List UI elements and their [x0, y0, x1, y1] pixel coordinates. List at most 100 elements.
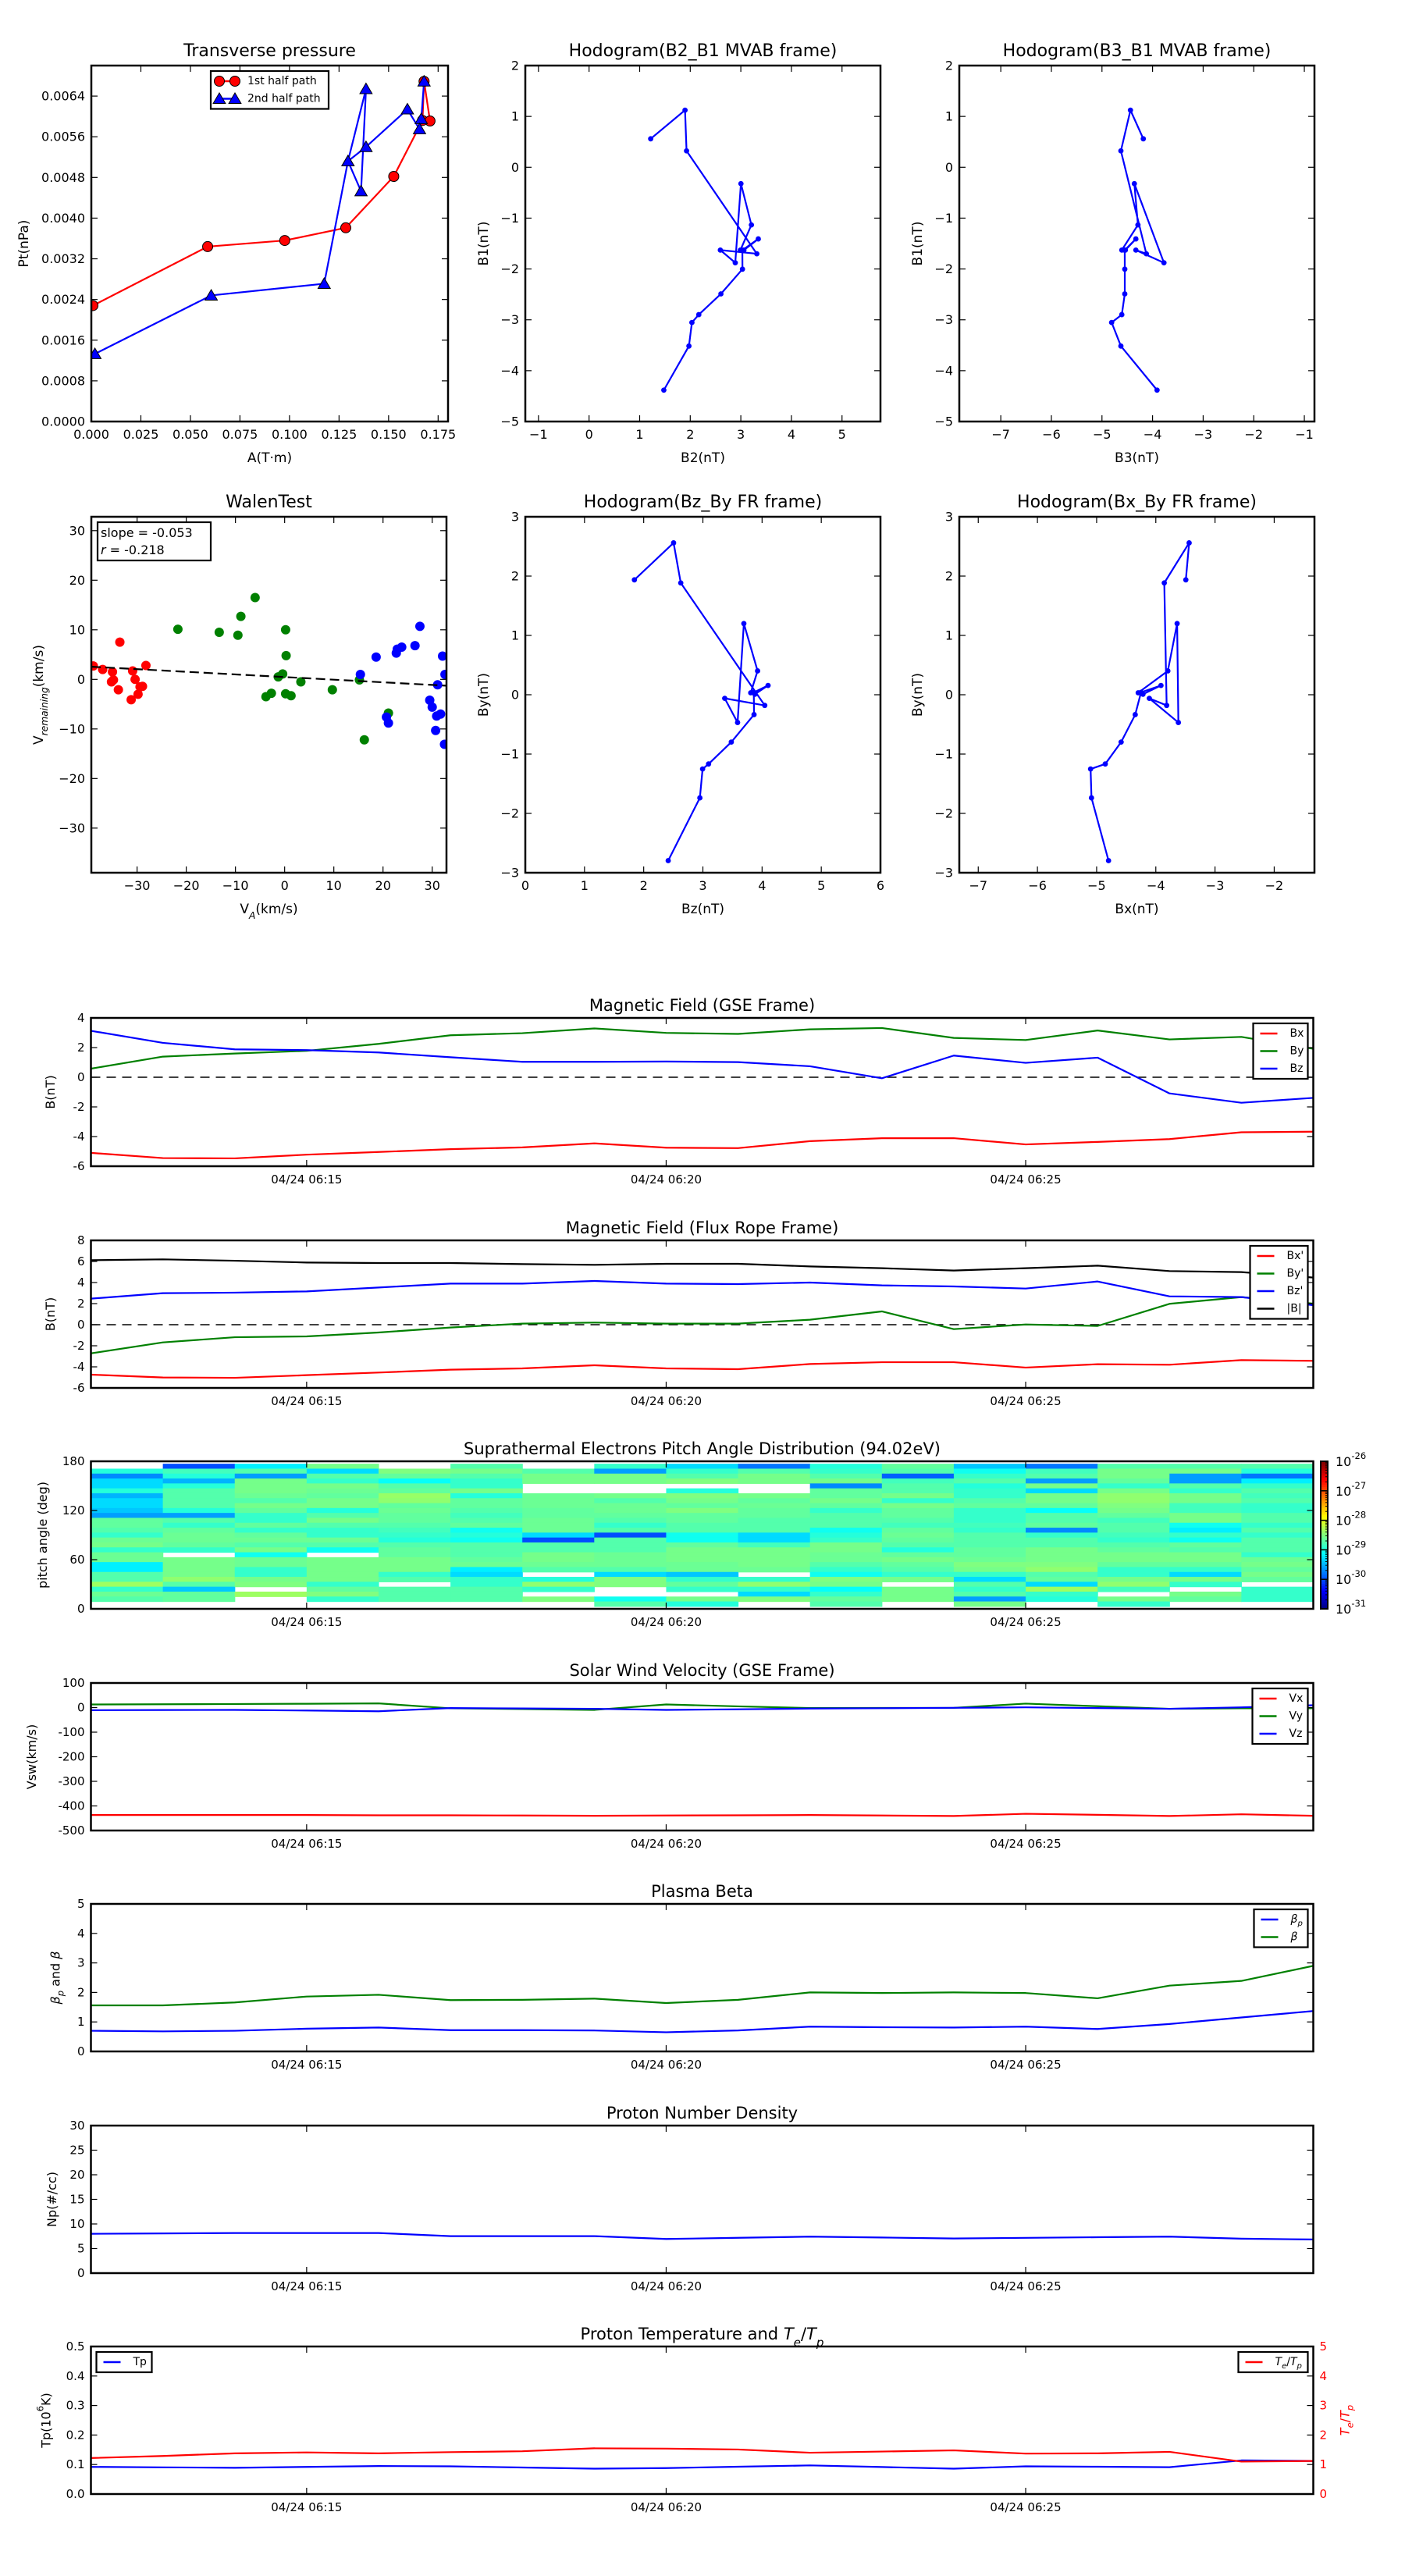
heatmap-cell	[306, 1488, 379, 1494]
heatmap-cell	[162, 1562, 236, 1568]
y-tick-label: 0	[77, 1318, 85, 1332]
data-point	[286, 691, 296, 701]
heatmap-cell	[91, 1522, 164, 1528]
y2-tick-label: 3	[1320, 2399, 1328, 2413]
plot-area	[1108, 107, 1167, 393]
heatmap-cell	[809, 1513, 883, 1519]
heatmap-cell	[1169, 1537, 1242, 1543]
data-point	[756, 236, 761, 242]
heatmap-cell	[234, 1532, 308, 1539]
heatmap-cell	[522, 1503, 595, 1509]
heatmap-cell	[1241, 1547, 1314, 1553]
heatmap-cell	[809, 1532, 883, 1539]
heatmap-cell	[594, 1557, 667, 1563]
heatmap-cell	[1097, 1488, 1170, 1494]
y-tick-label: −2	[934, 806, 953, 821]
y-tick-label: −4	[500, 363, 519, 378]
heatmap-cell	[1241, 1537, 1314, 1543]
data-point	[432, 680, 443, 690]
colorbar-band	[1321, 1585, 1328, 1589]
legend-marker	[228, 92, 242, 104]
heatmap-cell	[91, 1513, 164, 1519]
heatmap-cell	[378, 1503, 451, 1509]
series-0	[631, 540, 771, 863]
series-line	[634, 542, 770, 861]
heatmap-cell	[91, 1493, 164, 1499]
data-point	[762, 703, 768, 709]
heatmap-cell	[522, 1557, 595, 1563]
heatmap-cell	[1241, 1483, 1314, 1489]
heatmap-cell	[1026, 1513, 1098, 1519]
heatmap-cell	[953, 1528, 1026, 1533]
data-point	[91, 661, 98, 671]
data-point	[359, 140, 373, 152]
heatmap-cell	[881, 1591, 955, 1597]
legend-box	[95, 2350, 153, 2374]
data-point	[695, 311, 702, 318]
y-tick-label: −1	[500, 747, 519, 762]
heatmap-cell	[234, 1513, 308, 1519]
x-axis-label-part: (km/s)	[255, 902, 297, 917]
data-point	[739, 266, 745, 272]
heatmap-cell	[1241, 1577, 1314, 1582]
series-line	[1090, 542, 1190, 861]
heatmap-cell	[450, 1537, 523, 1543]
annotation-text: r = -0.218	[101, 543, 165, 557]
series-3	[91, 1258, 1314, 1279]
colorbar-band	[1321, 1463, 1328, 1467]
heatmap-cell	[162, 1498, 236, 1504]
heatmap-cell	[1241, 1513, 1314, 1519]
y-axis-label: B(nT)	[43, 1075, 58, 1108]
data-point	[106, 677, 116, 687]
y-tick-label: −3	[934, 866, 953, 881]
data-point	[1161, 580, 1168, 586]
y-tick-label: −3	[934, 312, 953, 327]
x-tick-label: 0.025	[123, 427, 159, 442]
heatmap-cell	[809, 1537, 883, 1543]
heatmap-cell	[162, 1537, 236, 1543]
chart-hodogram-b2-b1: −1 0 1 2 3 4 5 −5 −4 −3 −2 −1 0 1 2 Hodogram(B2_B1 MVAB…	[476, 41, 882, 466]
heatmap-cell	[306, 1528, 379, 1533]
colorbar-band	[1321, 1576, 1328, 1580]
heatmap-cell	[1026, 1493, 1098, 1499]
heatmap-cell	[666, 1537, 739, 1543]
series-line	[91, 1359, 1314, 1379]
heatmap-cell	[1097, 1571, 1170, 1578]
legend-box	[1249, 1244, 1309, 1320]
heatmap-cell	[378, 1532, 451, 1539]
y2-axis-label-part: e	[1345, 2422, 1356, 2428]
colorbar-tick-label-part: 10	[1336, 1454, 1351, 1469]
heatmap-cell	[234, 1478, 308, 1484]
legend-entry: Te/Tp	[1245, 2356, 1302, 2371]
data-point	[670, 540, 677, 546]
heatmap-cell	[1169, 1567, 1242, 1573]
data-point	[437, 651, 446, 661]
series-line	[91, 1026, 1314, 1070]
data-point	[133, 689, 143, 699]
legend-entry: Bz	[1260, 1062, 1303, 1075]
data-point	[1131, 180, 1137, 187]
y-tick-label: 0.0048	[41, 170, 85, 185]
legend-entry: 2nd half path	[212, 92, 321, 105]
y-tick-label: 2	[77, 1985, 85, 1999]
y-tick-label: 0.4	[66, 2369, 85, 2383]
heatmap-cell	[1241, 1507, 1314, 1514]
series-line	[91, 2232, 1314, 2241]
heatmap-cell	[1097, 1562, 1170, 1568]
data-point	[1164, 703, 1170, 709]
heatmap-cell	[738, 1473, 811, 1479]
heatmap-cell	[738, 1537, 811, 1543]
heatmap-cell	[666, 1562, 739, 1568]
y-axis-label: Pt(nPa)	[16, 220, 32, 268]
data-point	[236, 611, 246, 621]
x-tick-label: −4	[1144, 427, 1162, 442]
data-point	[113, 685, 123, 695]
heatmap-cell	[378, 1537, 451, 1543]
heatmap-cell	[1241, 1528, 1314, 1533]
heatmap-cell	[1026, 1591, 1098, 1597]
colorbar-band	[1321, 1571, 1328, 1575]
heatmap-cell	[809, 1557, 883, 1563]
y-tick-label: 0	[77, 1701, 85, 1715]
y-axis-label-part: 6	[35, 2406, 46, 2411]
